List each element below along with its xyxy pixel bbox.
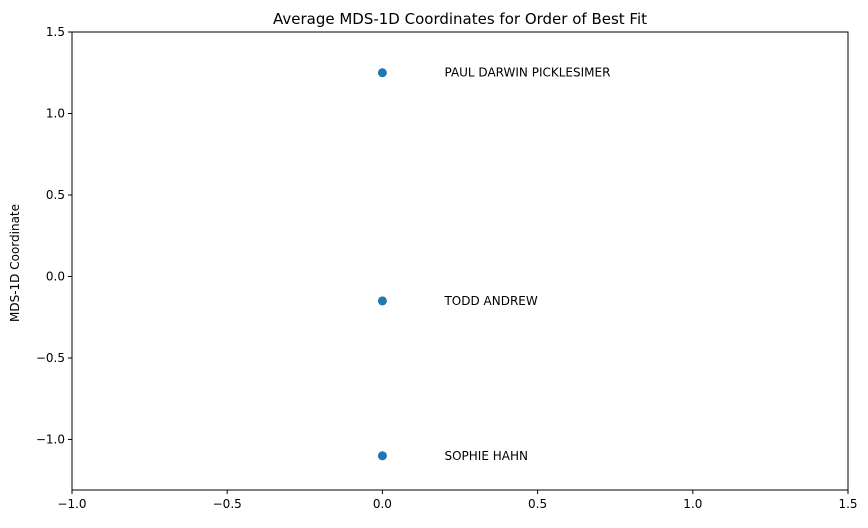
y-tick-label: 0.0 [46,269,65,283]
data-point-label: SOPHIE HAHN [444,449,527,463]
y-tick-label: 0.5 [46,188,65,202]
data-point [377,451,387,461]
y-tick-label: −1.0 [36,432,65,446]
x-tick-label: 0.5 [528,497,547,511]
plot-area: −1.0 −0.5 0.0 0.5 1.0 1.5 1.5 1.0 0.5 0.0 −0.5 −1.0… [36,25,858,511]
data-point [377,296,387,306]
y-tick-label: 1.5 [46,25,65,39]
y-axis-title: MDS-1D Coordinate [8,204,22,322]
x-tick-label: 0.0 [373,497,392,511]
y-tick-label: 1.0 [46,106,65,120]
x-tick-label: −0.5 [213,497,242,511]
data-point-label: PAUL DARWIN PICKLESIMER [444,66,610,80]
x-tick-label: −1.0 [57,497,86,511]
data-point [377,68,387,78]
x-tick-label: 1.0 [683,497,702,511]
plot-frame [71,31,849,491]
x-tick-label: 1.5 [838,497,857,511]
chart-title: Average MDS-1D Coordinates for Order of … [273,10,647,28]
y-tick-label: −0.5 [36,351,65,365]
data-point-label: TODD ANDREW [443,294,537,308]
